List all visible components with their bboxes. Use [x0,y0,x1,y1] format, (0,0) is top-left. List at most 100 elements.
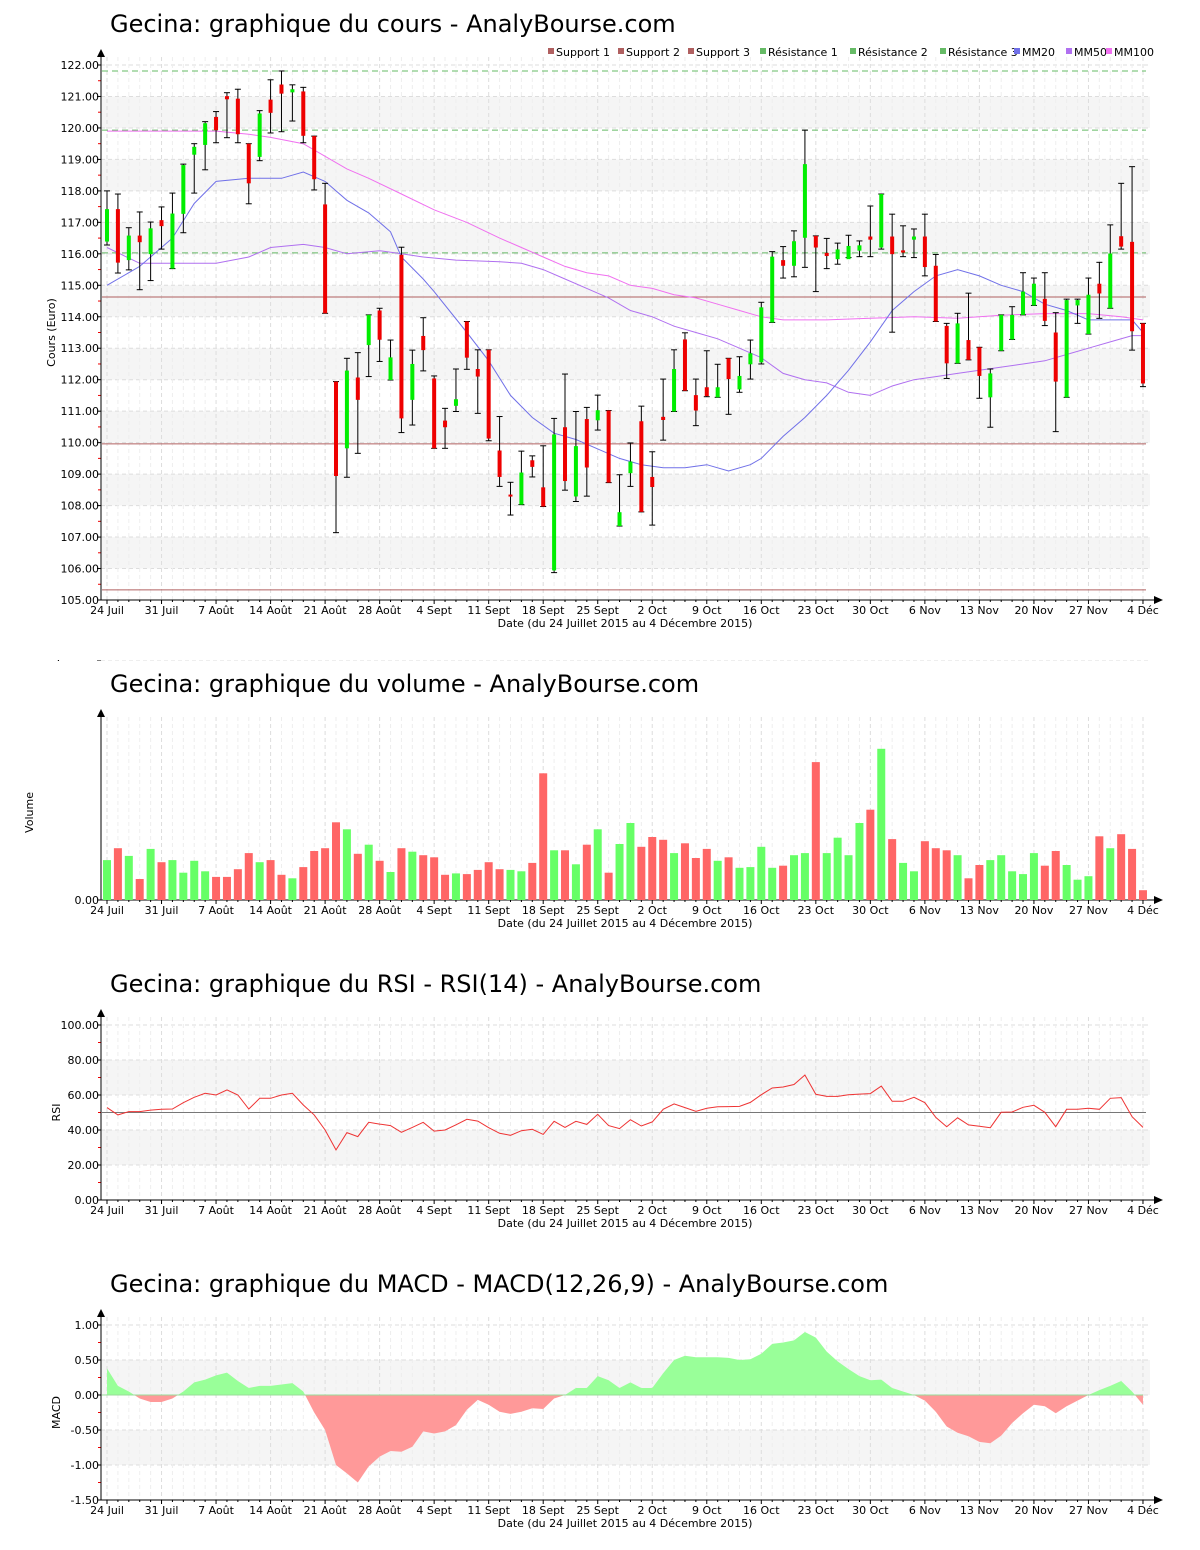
x-tick-label: 7 Août [198,604,235,617]
candle [410,363,415,400]
volume-bar [321,848,330,900]
x-tick-label: 9 Oct [692,604,722,617]
y-tick-label: 250,000.00 [36,660,99,663]
x-tick-label: 4 Déc [1127,1504,1159,1517]
volume-bar [201,871,210,900]
volume-bar [462,874,471,900]
candle [148,228,153,255]
candle [1097,283,1102,294]
volume-chart: 0.00 50,000.00100,000.00150,000.00200,000… [23,660,1163,930]
volume-bar [899,862,908,900]
volume-bar [277,874,286,900]
x-tick-label: 14 Août [249,904,293,917]
x-tick-label: 16 Oct [743,1504,780,1517]
x-tick-label: 4 Sept [416,1504,452,1517]
candle [966,340,971,360]
candle [846,245,851,260]
x-tick-label: 14 Août [249,604,293,617]
volume-bar [397,848,406,900]
y-axis-arrow-icon [97,1009,105,1017]
volume-bar [942,850,951,900]
volume-bar [441,874,450,900]
candle [737,375,742,390]
volume-frame: 0.00 50,000.00100,000.00150,000.00200,000… [23,660,1163,930]
x-tick-label: 11 Sept [467,604,510,617]
volume-bar [735,867,744,900]
y-axis-title: RSI [50,1104,63,1122]
mm100-line [107,130,1144,321]
volume-bar [484,862,493,900]
x-tick-label: 2 Oct [637,1204,667,1217]
candle [203,123,208,145]
y-axis-arrow-icon [97,1309,105,1317]
x-tick-label: 27 Nov [1069,1504,1108,1517]
volume-bar [702,848,711,900]
y-tick-label: 150,000.00 [36,660,99,663]
candle [682,339,687,391]
y-tick-label: 110.00 [61,437,100,450]
volume-bar [342,829,351,900]
candle [639,421,644,512]
candle [355,377,360,400]
price-chart: 105.00 106.00 107.00 108.00 109.00 110.00 111.… [45,46,1163,630]
volume-bar [408,851,417,900]
x-tick-label: 25 Sept [576,904,619,917]
legend-swatch [850,48,856,54]
candle [879,194,884,248]
volume-bar [724,857,733,900]
legend-swatch [1106,48,1112,54]
legend-swatch [548,48,554,54]
volume-bar [451,873,460,900]
volume-bar [473,869,482,900]
candle [672,369,677,412]
volume-bar [528,862,537,900]
y-tick-label: 60.00 [68,1089,100,1102]
x-tick-label: 27 Nov [1069,604,1108,617]
candle [552,434,557,571]
legend-label: MM50 [1074,46,1107,59]
x-tick-label: 13 Nov [960,1504,999,1517]
candle [1042,298,1047,321]
volume-bar [964,878,973,900]
x-axis-title: Date (du 24 Juillet 2015 au 4 Décembre 2… [498,617,753,630]
candle [323,204,328,314]
candle [181,165,186,214]
volume-bar [790,855,799,900]
candle [399,254,404,419]
x-tick-label: 30 Oct [852,1504,889,1517]
volume-bar [1051,851,1060,900]
volume-bar [1138,890,1147,900]
candle [192,146,197,155]
candle [268,99,273,113]
y-axis-title: Volume [23,792,36,833]
candle [519,472,524,505]
candlesticks [104,70,1146,574]
candle [115,209,120,263]
x-tick-label: 9 Oct [692,904,722,917]
candle [1130,241,1135,332]
candle [813,235,818,248]
volume-bar [659,839,668,900]
candle [1119,236,1124,247]
y-tick-label: 0.50 [75,1354,100,1367]
volume-bar [190,860,199,900]
candle [911,236,916,240]
volume-bar [1128,848,1137,900]
candle [988,373,993,398]
x-tick-label: 31 Juil [145,1204,179,1217]
x-tick-label: 9 Oct [692,1504,722,1517]
candle [857,245,862,251]
y-tick-label: 200,000.00 [36,660,99,663]
candle [421,335,426,351]
y-tick-label: 20.00 [68,1159,100,1172]
candle [868,236,873,240]
y-tick-label: 116.00 [61,248,100,261]
rsi-chart: 0.00 20.00 40.00 60.00 80.00 100.00 24 Juil 31 … [50,1009,1163,1230]
x-tick-label: 30 Oct [852,604,889,617]
y-axis-arrow-icon [97,49,105,57]
x-tick-label: 28 Août [358,1504,402,1517]
x-tick-label: 4 Déc [1127,604,1159,617]
volume-bar [157,862,166,900]
x-tick-label: 23 Oct [798,904,835,917]
x-tick-label: 7 Août [198,1504,235,1517]
